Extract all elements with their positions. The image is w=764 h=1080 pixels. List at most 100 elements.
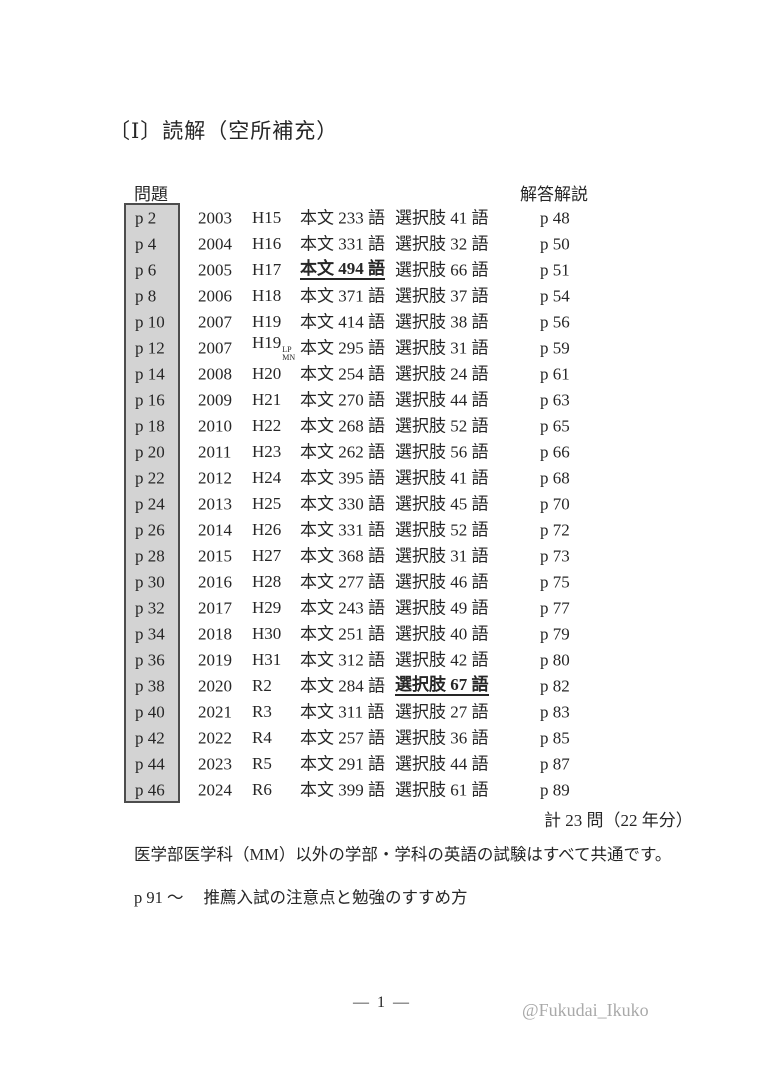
problem-page: p 42 bbox=[135, 728, 165, 748]
passage-word-count: 本文 368 語 bbox=[300, 546, 385, 566]
exam-year: 2015 bbox=[198, 546, 232, 566]
choices-word-count: 選択肢 32 語 bbox=[395, 234, 489, 254]
choices-word-count: 選択肢 24 語 bbox=[395, 364, 489, 384]
table-row: p 26 2014 H26 本文 331 語 選択肢 52 語 p 72 bbox=[124, 517, 744, 543]
answer-page: p 56 bbox=[540, 312, 570, 332]
choices-word-count: 選択肢 31 語 bbox=[395, 546, 489, 566]
era-label: H26 bbox=[252, 520, 282, 539]
answer-page: p 54 bbox=[540, 286, 570, 306]
passage-word-count: 本文 254 語 bbox=[300, 364, 385, 384]
era-label: R4 bbox=[252, 728, 272, 747]
problem-page: p 12 bbox=[135, 338, 165, 358]
choices-word-count: 選択肢 41 語 bbox=[395, 208, 489, 228]
exam-year: 2010 bbox=[198, 416, 232, 436]
problem-page: p 40 bbox=[135, 702, 165, 722]
table-row: p 12 2007 H19 LP MN 本文 295 語 選択肢 31 語 p 59 bbox=[124, 333, 744, 362]
passage-word-count: 本文 312 語 bbox=[300, 650, 385, 670]
era-label: H24 bbox=[252, 468, 282, 487]
problem-page: p 18 bbox=[135, 416, 165, 436]
exam-year: 2016 bbox=[198, 572, 232, 592]
table-row: p 34 2018 H30 本文 251 語 選択肢 40 語 p 79 bbox=[124, 621, 744, 647]
choices-word-count: 選択肢 52 語 bbox=[395, 416, 489, 436]
exam-year: 2022 bbox=[198, 728, 232, 748]
exam-year: 2011 bbox=[198, 442, 232, 462]
era-label: H29 bbox=[252, 598, 282, 617]
table-row: p 38 2020 R2 本文 284 語 選択肢 67 語 p 82 bbox=[124, 673, 744, 699]
problem-page: p 38 bbox=[135, 676, 165, 696]
choices-word-count: 選択肢 44 語 bbox=[395, 390, 489, 410]
exam-year: 2018 bbox=[198, 624, 232, 644]
problem-page: p 14 bbox=[135, 364, 165, 384]
answer-page: p 61 bbox=[540, 364, 570, 384]
passage-word-count: 本文 233 語 bbox=[300, 208, 385, 228]
answer-page: p 83 bbox=[540, 702, 570, 722]
total-count: 計 23 問（22 年分） bbox=[544, 811, 693, 830]
choices-word-count: 選択肢 44 語 bbox=[395, 754, 489, 774]
passage-word-count: 本文 257 語 bbox=[300, 728, 385, 748]
choices-word-count: 選択肢 41 語 bbox=[395, 468, 489, 488]
passage-word-count: 本文 243 語 bbox=[300, 598, 385, 618]
answer-page: p 75 bbox=[540, 572, 570, 592]
passage-word-count: 本文 262 語 bbox=[300, 442, 385, 462]
answer-page: p 79 bbox=[540, 624, 570, 644]
answer-page: p 63 bbox=[540, 390, 570, 410]
exam-year: 2006 bbox=[198, 286, 232, 306]
choices-word-count: 選択肢 36 語 bbox=[395, 728, 489, 748]
exam-year: 2019 bbox=[198, 650, 232, 670]
exam-year: 2014 bbox=[198, 520, 232, 540]
problem-page-box bbox=[124, 203, 180, 803]
choices-word-count: 選択肢 52 語 bbox=[395, 520, 489, 540]
table-row: p 24 2013 H25 本文 330 語 選択肢 45 語 p 70 bbox=[124, 491, 744, 517]
passage-word-count: 本文 395 語 bbox=[300, 468, 385, 488]
passage-word-count: 本文 270 語 bbox=[300, 390, 385, 410]
table-row: p 42 2022 R4 本文 257 語 選択肢 36 語 p 85 bbox=[124, 725, 744, 751]
era-label: H19 LP MN bbox=[252, 333, 296, 362]
choices-word-count: 選択肢 46 語 bbox=[395, 572, 489, 592]
answer-page: p 48 bbox=[540, 208, 570, 228]
table-row: p 6 2005 H17 本文 494 語 選択肢 66 語 p 51 bbox=[124, 257, 744, 283]
choices-word-count: 選択肢 37 語 bbox=[395, 286, 489, 306]
answer-page: p 70 bbox=[540, 494, 570, 514]
table-row: p 18 2010 H22 本文 268 語 選択肢 52 語 p 65 bbox=[124, 413, 744, 439]
answer-column-header: 解答解説 bbox=[520, 185, 588, 204]
exam-year: 2024 bbox=[198, 780, 232, 800]
choices-word-count: 選択肢 67 語 bbox=[395, 675, 489, 696]
era-label: H20 bbox=[252, 364, 282, 383]
era-label: R6 bbox=[252, 780, 272, 799]
exam-year: 2007 bbox=[198, 312, 232, 332]
era-label: H25 bbox=[252, 494, 282, 513]
problem-page: p 36 bbox=[135, 650, 165, 670]
problem-page: p 32 bbox=[135, 598, 165, 618]
era-label: H17 bbox=[252, 260, 282, 279]
answer-page: p 59 bbox=[540, 338, 570, 358]
table-row: p 30 2016 H28 本文 277 語 選択肢 46 語 p 75 bbox=[124, 569, 744, 595]
answer-page: p 51 bbox=[540, 260, 570, 280]
passage-word-count: 本文 331 語 bbox=[300, 520, 385, 540]
problem-page: p 28 bbox=[135, 546, 165, 566]
passage-word-count: 本文 331 語 bbox=[300, 234, 385, 254]
era-label: R3 bbox=[252, 702, 272, 721]
era-label: H15 bbox=[252, 208, 282, 227]
era-label: H31 bbox=[252, 650, 282, 669]
exam-year: 2007 bbox=[198, 338, 232, 358]
problem-page: p 8 bbox=[135, 286, 157, 306]
common-exam-note: 医学部医学科（MM）以外の学部・学科の英語の試験はすべて共通です。 bbox=[134, 845, 672, 864]
choices-word-count: 選択肢 40 語 bbox=[395, 624, 489, 644]
era-label: R2 bbox=[252, 676, 272, 695]
choices-word-count: 選択肢 49 語 bbox=[395, 598, 489, 618]
problem-page: p 30 bbox=[135, 572, 165, 592]
problem-page: p 20 bbox=[135, 442, 165, 462]
passage-word-count: 本文 371 語 bbox=[300, 286, 385, 306]
recommendation-line: p 91 ～ 推薦入試の注意点と勉強のすすめ方 bbox=[134, 884, 468, 908]
table-row: p 40 2021 R3 本文 311 語 選択肢 27 語 p 83 bbox=[124, 699, 744, 725]
exam-year: 2023 bbox=[198, 754, 232, 774]
table-row: p 32 2017 H29 本文 243 語 選択肢 49 語 p 77 bbox=[124, 595, 744, 621]
exam-year: 2004 bbox=[198, 234, 232, 254]
era-dept-codes: LP MN bbox=[282, 345, 296, 362]
answer-page: p 72 bbox=[540, 520, 570, 540]
table-row: p 16 2009 H21 本文 270 語 選択肢 44 語 p 63 bbox=[124, 387, 744, 413]
problem-page: p 34 bbox=[135, 624, 165, 644]
answer-page: p 89 bbox=[540, 780, 570, 800]
problem-page: p 24 bbox=[135, 494, 165, 514]
